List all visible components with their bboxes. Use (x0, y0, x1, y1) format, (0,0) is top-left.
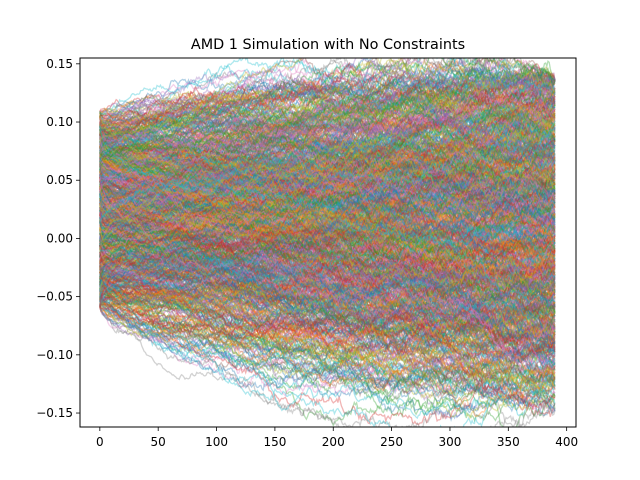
y-tick-label: −0.10 (36, 348, 73, 362)
y-tick-label: 0.05 (46, 173, 73, 187)
y-tick-label: −0.15 (36, 406, 73, 420)
y-tick-label: 0.15 (46, 57, 73, 71)
x-tick-label: 200 (322, 435, 345, 449)
x-tick-label: 250 (380, 435, 403, 449)
y-tick-label: 0.00 (46, 231, 73, 245)
x-tick-label: 300 (439, 435, 462, 449)
x-tick-label: 100 (205, 435, 228, 449)
x-tick-label: 350 (497, 435, 520, 449)
x-tick-label: 50 (151, 435, 166, 449)
x-tick-label: 0 (96, 435, 104, 449)
y-tick-label: −0.05 (36, 290, 73, 304)
y-tick-label: 0.10 (46, 115, 73, 129)
chart-title: AMD 1 Simulation with No Constraints (191, 37, 465, 53)
x-tick-label: 150 (263, 435, 286, 449)
x-tick-label: 400 (555, 435, 578, 449)
